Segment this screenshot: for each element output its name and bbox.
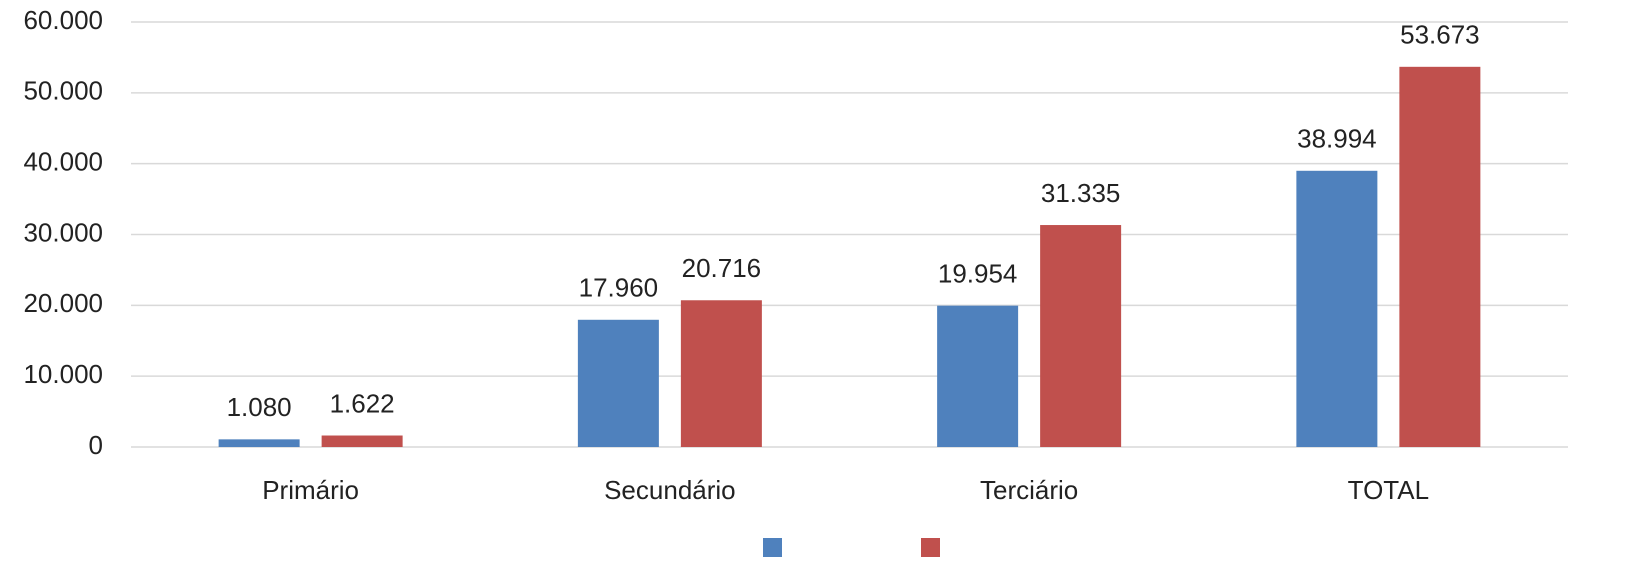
data-label: 1.622 — [330, 388, 395, 418]
bar — [218, 439, 300, 447]
x-tick-label: Secundário — [604, 475, 736, 505]
data-label: 1.080 — [227, 392, 292, 422]
y-tick-label: 0 — [89, 430, 103, 460]
y-tick-label: 30.000 — [23, 217, 103, 247]
x-tick-label: Primário — [262, 475, 359, 505]
legend-swatch — [921, 538, 940, 557]
x-tick-label: Terciário — [980, 475, 1078, 505]
bar — [1296, 170, 1378, 448]
data-label: 19.954 — [938, 259, 1018, 289]
bar — [1040, 225, 1122, 447]
y-tick-label: 50.000 — [23, 76, 103, 106]
bar — [1399, 66, 1481, 447]
x-tick-label: TOTAL — [1348, 475, 1429, 505]
y-tick-label: 10.000 — [23, 359, 103, 389]
bar — [321, 435, 403, 447]
bar — [577, 319, 659, 447]
legend-swatch — [763, 538, 782, 557]
y-tick-label: 20.000 — [23, 288, 103, 318]
data-label: 17.960 — [579, 273, 659, 303]
data-label: 38.994 — [1297, 124, 1377, 154]
data-label: 20.716 — [682, 253, 762, 283]
bar — [680, 300, 762, 447]
y-tick-label: 40.000 — [23, 147, 103, 177]
y-tick-label: 60.000 — [23, 5, 103, 35]
bar — [937, 305, 1019, 447]
data-label: 53.673 — [1400, 20, 1480, 50]
data-label: 31.335 — [1041, 178, 1121, 208]
